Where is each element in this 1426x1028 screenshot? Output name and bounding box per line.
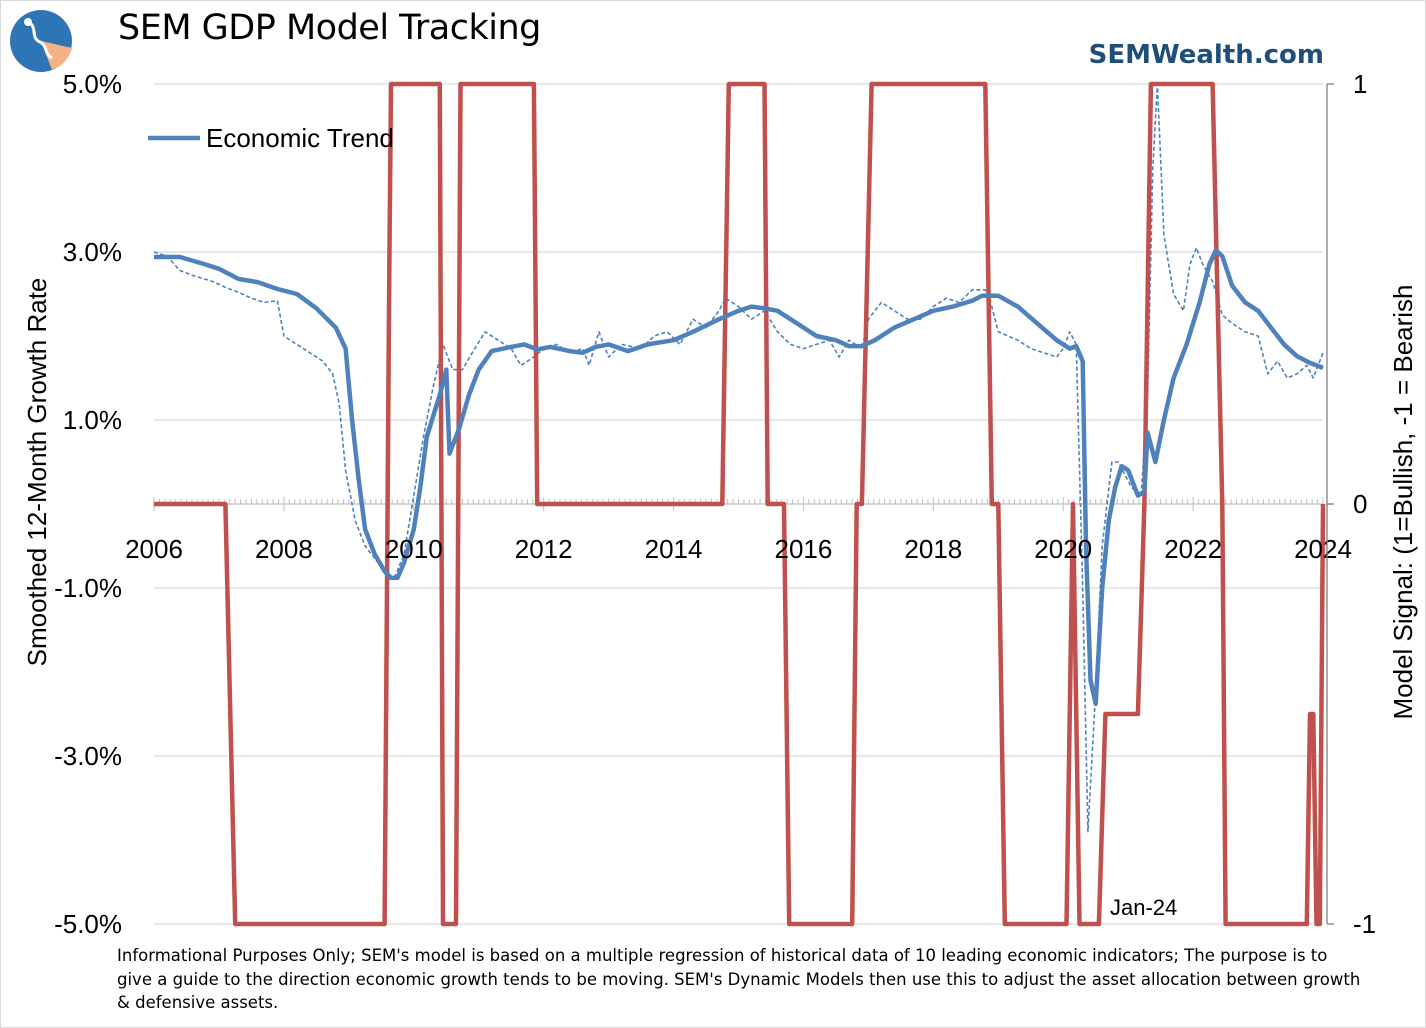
brand-link[interactable]: SEMWealth.com <box>1088 40 1324 70</box>
zero-axis <box>153 497 1324 511</box>
x-tick-label: 2012 <box>515 534 573 564</box>
y-tick-label: -3.0% <box>54 741 122 771</box>
y-tick-labels: 5.0% 3.0% 1.0% -1.0% -3.0% -5.0% <box>54 69 122 939</box>
y-tick-label: -1.0% <box>54 573 122 603</box>
x-tick-labels: 2006 2008 2010 2012 2014 2016 2018 2020 2022 2024 <box>125 534 1352 564</box>
legend-label: Economic Trend <box>206 123 394 153</box>
y-tick-label: -5.0% <box>54 909 122 939</box>
x-tick-label: 2010 <box>385 534 443 564</box>
x-tick-label: 2024 <box>1294 534 1352 564</box>
y2-axis-title: Model Signal: (1=Bullish, -1 = Bearish <box>1388 284 1418 719</box>
legend: Economic Trend <box>148 123 394 153</box>
sem-logo-icon <box>10 10 72 72</box>
y-tick-label: 1.0% <box>63 405 122 435</box>
y-axis-title: Smoothed 12-Month Growth Rate <box>22 278 52 667</box>
chart-title: SEM GDP Model Tracking <box>118 8 541 48</box>
series-economic-trend <box>154 248 1324 707</box>
y2-tick-label: 1 <box>1353 69 1367 99</box>
x-tick-label: 2020 <box>1034 534 1092 564</box>
footnote: Informational Purposes Only; SEM's model… <box>117 946 1361 1012</box>
y2-tick-label: 0 <box>1353 489 1367 519</box>
series-model-signal <box>154 81 1326 927</box>
chart-area: 2006 2008 2010 2012 2014 2016 2018 2020 2022 2024… <box>22 69 1418 939</box>
y-tick-label: 5.0% <box>63 69 122 99</box>
series-layer <box>153 81 1326 927</box>
series-raw-model-estimate <box>153 83 1324 833</box>
y-tick-label: 3.0% <box>63 237 122 267</box>
y2-axis: 1 0 -1 <box>1326 69 1376 939</box>
x-tick-label: 2016 <box>775 534 833 564</box>
annotation-jan-24: Jan-24 <box>1110 895 1177 920</box>
x-tick-label: 2018 <box>904 534 962 564</box>
y2-tick-label: -1 <box>1353 909 1376 939</box>
x-tick-label: 2014 <box>645 534 703 564</box>
x-tick-label: 2006 <box>125 534 183 564</box>
x-tick-label: 2008 <box>255 534 313 564</box>
x-tick-label: 2022 <box>1164 534 1222 564</box>
